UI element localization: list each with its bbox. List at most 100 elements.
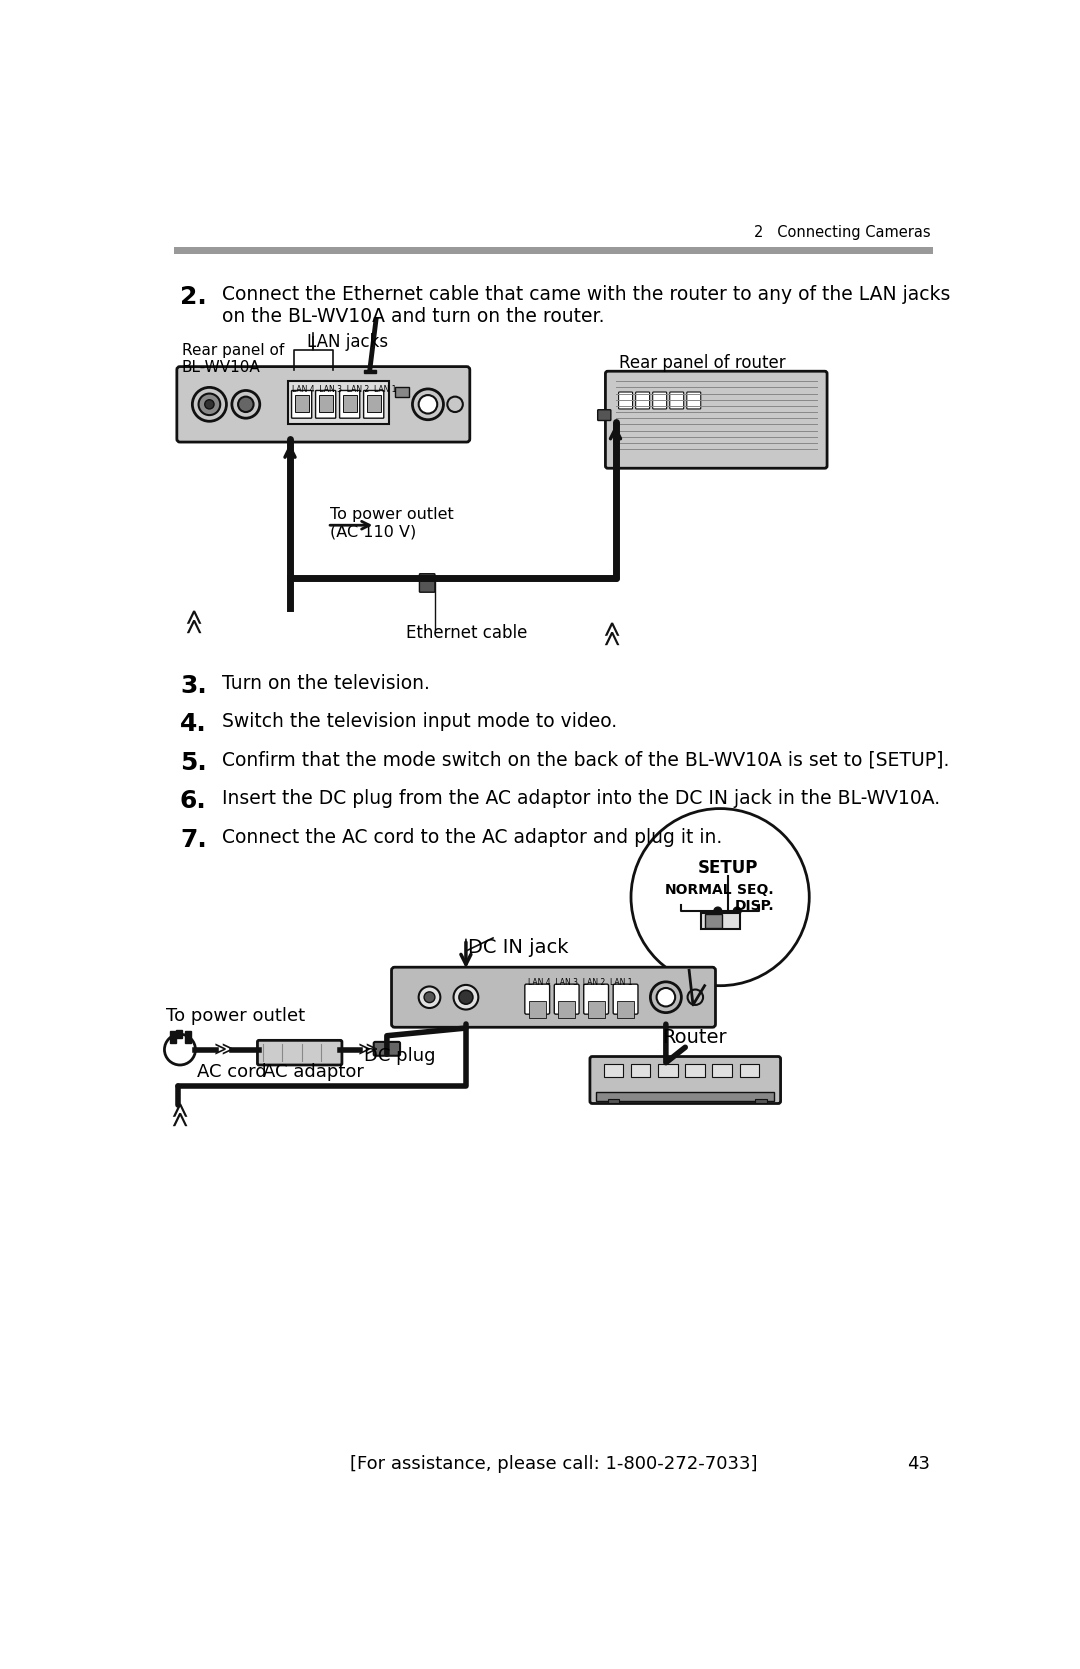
Bar (288, 381, 389, 424)
Circle shape (232, 391, 260, 419)
Text: [For assistance, please call: 1-800-272-7033]: [For assistance, please call: 1-800-272-… (350, 1455, 757, 1474)
Text: AC adaptor: AC adaptor (262, 1063, 364, 1082)
Text: 7.: 7. (180, 828, 206, 851)
FancyBboxPatch shape (606, 371, 827, 469)
Text: AC cord: AC cord (197, 1063, 267, 1082)
Text: DC IN jack: DC IN jack (469, 938, 569, 956)
Bar (596, 1092, 774, 1102)
FancyBboxPatch shape (364, 391, 383, 419)
Text: 2   Connecting Cameras: 2 Connecting Cameras (754, 225, 930, 240)
FancyBboxPatch shape (315, 391, 336, 419)
Circle shape (238, 397, 254, 412)
Text: Rear panel of
BL-WV10A: Rear panel of BL-WV10A (181, 342, 284, 376)
Bar (529, 1001, 545, 1018)
Bar (631, 1065, 650, 1077)
Text: SEQ.
DISP.: SEQ. DISP. (735, 883, 774, 913)
Circle shape (419, 986, 441, 1008)
Circle shape (459, 990, 473, 1005)
Text: 43: 43 (907, 1455, 930, 1474)
FancyBboxPatch shape (339, 391, 360, 419)
Bar (755, 1098, 767, 1103)
Text: ≫: ≫ (167, 1100, 191, 1127)
Text: 4.: 4. (180, 713, 206, 736)
Circle shape (413, 389, 444, 419)
Bar (701, 913, 740, 930)
FancyBboxPatch shape (636, 392, 649, 409)
Text: 3.: 3. (180, 674, 206, 698)
Text: 5.: 5. (180, 751, 206, 774)
Text: To power outlet
(AC 110 V): To power outlet (AC 110 V) (330, 507, 454, 539)
Circle shape (688, 990, 703, 1005)
Text: Rear panel of router: Rear panel of router (619, 354, 786, 372)
Text: LAN jacks: LAN jacks (307, 332, 388, 350)
Bar (295, 396, 309, 412)
Text: ≫: ≫ (600, 619, 624, 644)
Text: To power outlet: To power outlet (166, 1006, 306, 1025)
FancyBboxPatch shape (670, 392, 684, 409)
Text: ≫: ≫ (357, 1040, 378, 1060)
Circle shape (419, 396, 437, 414)
Bar (588, 1001, 605, 1018)
FancyBboxPatch shape (525, 985, 550, 1015)
Bar (604, 1065, 623, 1077)
Circle shape (657, 988, 675, 1006)
Bar (367, 396, 380, 412)
Circle shape (192, 387, 227, 421)
Text: Confirm that the mode switch on the back of the BL-WV10A is set to [SETUP].: Confirm that the mode switch on the back… (221, 751, 949, 769)
Text: NORMAL: NORMAL (664, 883, 732, 898)
Bar (342, 396, 356, 412)
Text: ≫: ≫ (214, 1040, 234, 1060)
Bar (364, 369, 376, 372)
Text: ≫: ≫ (181, 608, 205, 633)
Text: Insert the DC plug from the AC adaptor into the DC IN jack in the BL-WV10A.: Insert the DC plug from the AC adaptor i… (221, 789, 940, 808)
FancyBboxPatch shape (292, 391, 312, 419)
Bar (713, 1065, 732, 1077)
Text: Ethernet cable: Ethernet cable (406, 624, 528, 643)
Bar (617, 1001, 634, 1018)
Text: LAN 4  LAN 3  LAN 2  LAN 1: LAN 4 LAN 3 LAN 2 LAN 1 (293, 386, 396, 394)
FancyBboxPatch shape (687, 392, 701, 409)
Text: LAN 4  LAN 3  LAN 2  LAN 1: LAN 4 LAN 3 LAN 2 LAN 1 (528, 978, 633, 986)
FancyBboxPatch shape (590, 1056, 781, 1103)
FancyBboxPatch shape (177, 367, 470, 442)
FancyBboxPatch shape (374, 1041, 400, 1056)
FancyBboxPatch shape (613, 985, 638, 1015)
Bar (704, 915, 721, 928)
FancyBboxPatch shape (419, 574, 435, 592)
Circle shape (164, 1035, 195, 1065)
Circle shape (733, 908, 741, 915)
FancyBboxPatch shape (583, 985, 608, 1015)
Circle shape (714, 908, 721, 915)
FancyBboxPatch shape (652, 392, 666, 409)
Circle shape (199, 394, 220, 416)
Text: 2.: 2. (180, 285, 206, 309)
Bar (685, 1065, 704, 1077)
Bar (608, 1098, 619, 1103)
Text: SETUP: SETUP (698, 858, 758, 876)
Circle shape (424, 991, 435, 1003)
Circle shape (650, 981, 681, 1013)
Text: Switch the television input mode to video.: Switch the television input mode to vide… (221, 713, 617, 731)
FancyBboxPatch shape (597, 409, 611, 421)
FancyBboxPatch shape (257, 1040, 342, 1065)
Text: Router: Router (662, 1028, 727, 1046)
Bar (740, 1065, 759, 1077)
Bar (170, 1031, 176, 1043)
FancyBboxPatch shape (554, 985, 579, 1015)
Bar (395, 387, 409, 397)
Bar (176, 1030, 183, 1038)
Bar (558, 1001, 576, 1018)
Text: DC plug: DC plug (364, 1046, 435, 1065)
Circle shape (454, 985, 478, 1010)
FancyBboxPatch shape (392, 968, 715, 1026)
Circle shape (631, 808, 809, 986)
Text: Turn on the television.: Turn on the television. (221, 674, 430, 693)
Bar (174, 247, 933, 254)
Circle shape (447, 397, 463, 412)
Text: 6.: 6. (180, 789, 206, 813)
Text: Connect the AC cord to the AC adaptor and plug it in.: Connect the AC cord to the AC adaptor an… (221, 828, 723, 846)
Bar (319, 396, 333, 412)
Bar (658, 1065, 677, 1077)
Circle shape (205, 399, 214, 409)
Bar (185, 1031, 191, 1043)
